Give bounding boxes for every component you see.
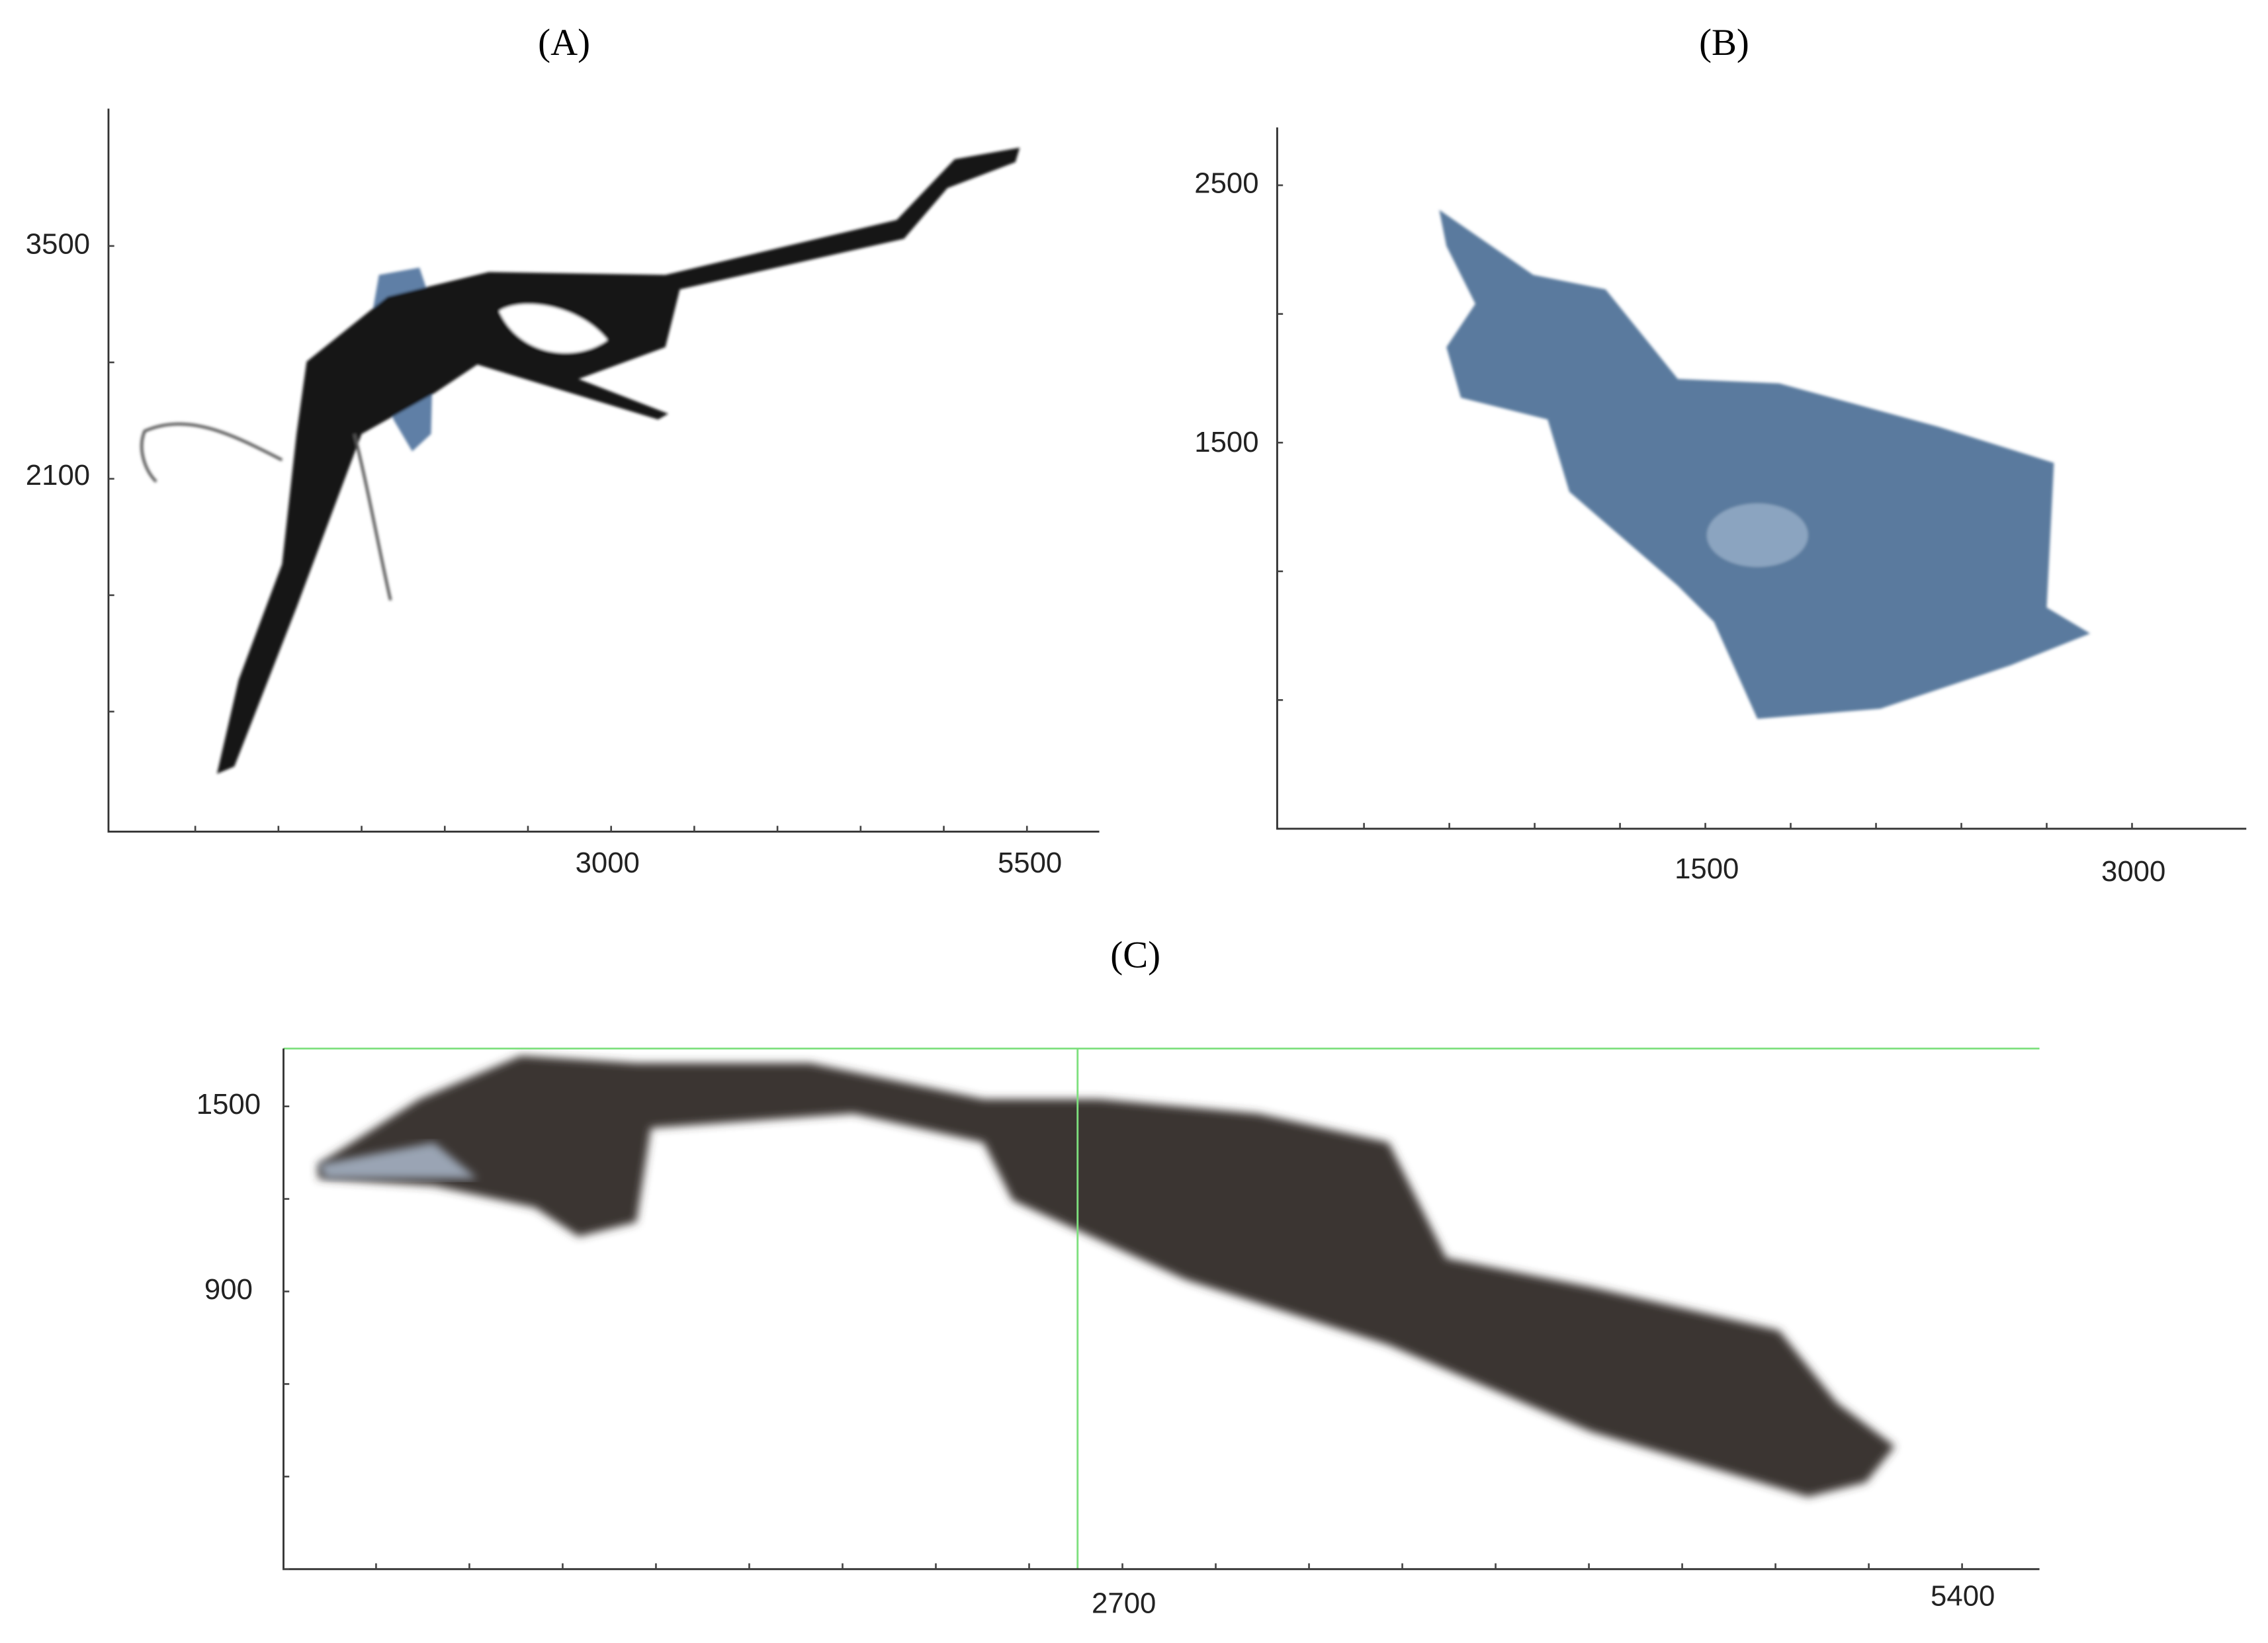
panel-b-axes [1276, 127, 2247, 830]
panel-b-image [1439, 210, 2091, 719]
x-tick-label: 5400 [1931, 1580, 1995, 1613]
x-tick-label: 3000 [576, 847, 640, 879]
x-tick-label: 2700 [1092, 1587, 1156, 1619]
panel-c-image [283, 1047, 2040, 1570]
panel-label: (C) [1110, 935, 1160, 976]
y-tick-label: 2500 [1194, 167, 1258, 200]
y-tick-label: 3500 [26, 228, 90, 260]
x-tick-label: 5500 [998, 847, 1062, 879]
x-tick-label: 3000 [2101, 855, 2165, 888]
y-tick-label: 1500 [196, 1088, 261, 1120]
y-tick-label: 1500 [1194, 426, 1258, 458]
panel-label: (B) [1699, 22, 1749, 63]
panel-a-axes [107, 108, 1100, 833]
y-tick-label: 900 [204, 1273, 253, 1306]
y-tick-label: 2100 [26, 459, 90, 491]
panel-label: (A) [538, 22, 590, 63]
panel-a-image [140, 147, 1020, 774]
x-tick-label: 1500 [1675, 853, 1739, 885]
